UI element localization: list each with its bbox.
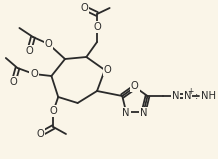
Text: NH: NH (201, 91, 216, 101)
Text: N: N (140, 108, 147, 118)
Text: O: O (25, 46, 33, 56)
Text: O: O (37, 129, 45, 139)
Text: O: O (30, 69, 38, 79)
Text: O: O (45, 39, 52, 49)
Text: N: N (184, 91, 191, 101)
Text: N: N (122, 108, 130, 118)
Text: O: O (10, 77, 17, 87)
Text: +: + (187, 86, 193, 96)
Text: O: O (80, 3, 88, 13)
Text: O: O (93, 22, 101, 32)
Text: O: O (49, 106, 57, 116)
Text: O: O (131, 81, 139, 91)
Text: N: N (172, 91, 179, 101)
Text: :: : (194, 91, 198, 101)
Text: O: O (104, 65, 112, 75)
